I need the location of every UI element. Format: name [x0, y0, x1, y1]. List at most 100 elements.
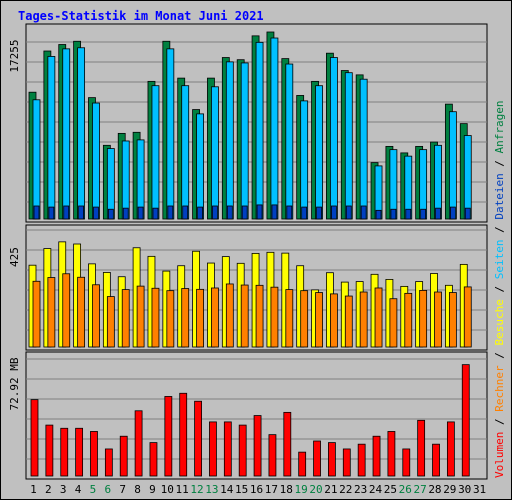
bar-volumen-day-29	[446, 421, 455, 477]
legend-anfragen: Anfragen	[493, 100, 506, 153]
bar-volumen-day-11	[179, 392, 188, 477]
x-tick-label: 14	[220, 483, 234, 496]
bar-volumen-day-9	[149, 442, 158, 477]
x-tick-label: 29	[443, 483, 456, 496]
x-tick-label: 11	[176, 483, 189, 496]
bar-dateien-day-24	[375, 209, 382, 220]
bar-rechner-day-30	[463, 286, 472, 348]
bar-volumen-day-25	[387, 431, 396, 477]
bar-dateien-day-16	[256, 204, 263, 220]
bar-volumen-day-7	[119, 435, 128, 477]
bar-rechner-day-5	[92, 284, 100, 348]
x-tick-label: 4	[75, 483, 82, 496]
x-tick-label: 22	[339, 483, 352, 496]
bar-seiten-day-16	[255, 41, 264, 220]
bar-rechner-day-16	[255, 284, 264, 348]
bar-rechner-day-18	[285, 289, 294, 348]
bar-rechner-day-12	[196, 288, 204, 348]
bar-volumen-day-1	[30, 399, 39, 477]
x-tick-label: 31	[473, 483, 486, 496]
legend-separator: /	[493, 279, 506, 299]
bar-volumen-day-17	[268, 434, 277, 477]
bar-seiten-day-4	[77, 47, 86, 220]
bar-seiten-day-12	[196, 113, 204, 220]
y-axis-label-2: 425	[8, 247, 21, 267]
legend-separator: /	[493, 153, 506, 173]
bar-dateien-day-1	[33, 205, 40, 220]
x-tick-label: 8	[134, 483, 141, 496]
bar-dateien-day-6	[107, 208, 114, 220]
bar-seiten-day-3	[62, 48, 71, 220]
bar-rechner-day-22	[344, 295, 353, 348]
bar-dateien-day-17	[271, 204, 278, 220]
bar-volumen-day-13	[209, 421, 217, 477]
legend-dateien: Dateien	[493, 173, 506, 219]
bar-volumen-day-10	[164, 396, 173, 477]
bar-rechner-day-9	[151, 287, 160, 348]
x-tick-label: 18	[280, 483, 293, 496]
bar-volumen-day-30	[461, 364, 470, 477]
chart-panels: 17255 425 72.92 MB	[8, 23, 488, 480]
bar-seiten-day-1	[32, 99, 41, 220]
bar-volumen-day-16	[253, 415, 262, 477]
bar-seiten-day-27	[419, 149, 428, 220]
bar-rechner-day-11	[181, 288, 190, 348]
panel-2: 425	[8, 224, 488, 351]
series-legend: Volumen / Rechner / Besuche / Seiten / D…	[493, 100, 506, 478]
bar-dateien-day-8	[137, 206, 144, 220]
x-tick-label: 7	[119, 483, 126, 496]
bar-dateien-day-2	[48, 206, 55, 220]
x-tick-label: 12	[190, 483, 203, 496]
x-tick-label: 17	[265, 483, 278, 496]
legend-separator: /	[493, 346, 506, 366]
legend-volumen: Volumen	[493, 432, 506, 478]
bar-seiten-day-6	[106, 148, 115, 220]
bar-rechner-day-25	[389, 298, 398, 348]
bar-dateien-day-20	[316, 206, 322, 220]
bar-volumen-day-3	[60, 427, 69, 477]
bar-seiten-day-14	[225, 61, 234, 220]
bar-volumen-day-19	[298, 451, 307, 477]
chart-title: Tages-Statistik im Monat Juni 2021	[18, 9, 264, 23]
legend-separator: /	[493, 412, 506, 432]
bar-seiten-day-29	[448, 111, 457, 220]
bar-dateien-day-28	[435, 207, 441, 220]
x-tick-label: 15	[235, 483, 248, 496]
bar-rechner-day-21	[330, 293, 338, 348]
bar-volumen-day-26	[402, 448, 411, 477]
bar-rechner-day-1	[32, 280, 41, 348]
legend-seiten: Seiten	[493, 240, 506, 280]
bar-seiten-day-10	[166, 48, 175, 220]
bar-seiten-day-19	[300, 100, 309, 220]
bar-volumen-day-4	[75, 427, 84, 477]
bar-rechner-day-8	[136, 285, 145, 348]
bar-volumen-day-21	[328, 442, 336, 477]
bar-dateien-day-10	[167, 205, 174, 220]
legend-besuche: Besuche	[493, 299, 506, 345]
bar-seiten-day-20	[315, 85, 323, 220]
x-tick-label: 2	[45, 483, 52, 496]
bar-volumen-day-20	[313, 440, 321, 477]
bar-rechner-day-28	[434, 291, 442, 348]
y-axis-label-3: 72.92 MB	[8, 357, 21, 410]
bar-volumen-day-8	[134, 410, 143, 477]
x-tick-label: 16	[250, 483, 263, 496]
bar-seiten-day-30	[463, 135, 472, 220]
bar-volumen-day-5	[90, 431, 98, 477]
x-tick-label: 19	[294, 483, 307, 496]
bar-seiten-day-21	[330, 57, 338, 220]
x-tick-label: 24	[369, 483, 383, 496]
bar-dateien-day-3	[63, 205, 70, 220]
y-axis-label-1: 17255	[8, 39, 21, 72]
bar-seiten-day-2	[47, 56, 56, 220]
panel-3: 72.92 MB	[8, 351, 488, 480]
bar-seiten-day-17	[270, 37, 279, 220]
bar-volumen-day-15	[238, 424, 247, 477]
bar-dateien-day-14	[226, 205, 233, 220]
bar-rechner-day-23	[359, 291, 368, 348]
bar-dateien-day-11	[182, 205, 189, 220]
x-tick-label: 1	[30, 483, 37, 496]
legend-rechner: Rechner	[493, 365, 506, 412]
x-tick-label: 13	[205, 483, 218, 496]
